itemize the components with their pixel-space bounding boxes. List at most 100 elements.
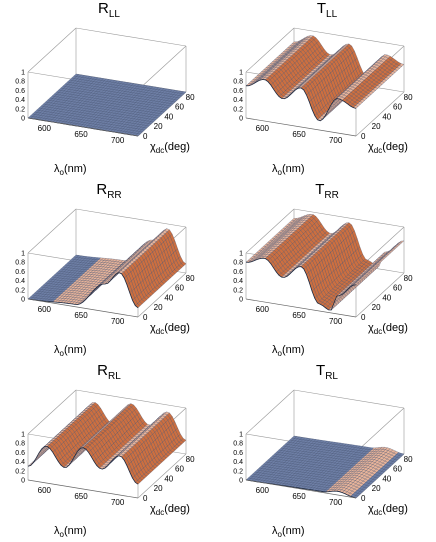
z-tick-label: 0: [21, 116, 25, 123]
panel-t-ll: TLL 1 0.8 0.6 0.4 0.2 0 600 650 700 0 20 40 60 80 λo(n…: [218, 0, 436, 180]
z-tick-label: 1: [21, 432, 25, 439]
y-tick-label: 80: [186, 93, 195, 102]
x-axis-symbol: λ: [54, 344, 60, 356]
x-tick-label: 700: [111, 136, 125, 145]
y-axis-label: χdc(deg): [150, 503, 190, 517]
z-tick-label: 0.4: [233, 97, 243, 104]
z-tick-label: 0.6: [15, 88, 25, 95]
axis-box-edge: [137, 272, 187, 318]
y-axis-unit: (deg): [382, 141, 408, 153]
surface-front-edge: [245, 79, 357, 122]
surface-front-edge: [27, 272, 139, 309]
y-axis-subscript: dc: [374, 327, 382, 336]
y-tick-label: 20: [372, 122, 381, 131]
y-axis-symbol: χ: [150, 141, 156, 153]
z-tick-label: 0: [21, 297, 25, 304]
y-tick-label: 20: [154, 303, 163, 312]
x-axis-label: λo(nm): [54, 163, 87, 177]
panel-r-ll: RLL 1 0.8 0.6 0.4 0.2 0 600 650 700 0 20 40 60 80 λo(n…: [0, 0, 218, 180]
x-tick-label: 600: [38, 305, 52, 314]
y-axis-subscript: dc: [156, 508, 164, 517]
axis-box-edge: [293, 389, 405, 409]
axis-box-edge: [75, 208, 187, 228]
z-tick-label: 0.2: [15, 106, 25, 113]
y-tick-label: 40: [164, 112, 173, 121]
panel-r-rr: RRR 1 0.8 0.6 0.4 0.2 0 600 650 700 0 20 40 60 80 λo(n…: [0, 181, 218, 361]
x-tick-label: 700: [329, 317, 343, 326]
panel-title: RLL: [98, 0, 120, 20]
y-axis-label: χdc(deg): [368, 141, 408, 155]
z-tick-label: 0.2: [15, 468, 25, 475]
axis-box-edge: [245, 298, 357, 318]
z-tick-label: 0.6: [15, 269, 25, 276]
axis-box-edge: [27, 389, 77, 435]
y-axis-symbol: χ: [368, 141, 374, 153]
z-tick-label: 0.2: [15, 287, 25, 294]
y-tick-label: 0: [143, 132, 148, 141]
x-tick-label: 600: [256, 305, 270, 314]
x-tick-label: 600: [38, 486, 52, 495]
z-tick-label: 0.8: [233, 260, 243, 267]
axis-box-edge: [245, 117, 357, 137]
y-tick-label: 0: [361, 313, 366, 322]
z-tick-label: 1: [21, 70, 25, 77]
y-tick-label: 80: [186, 455, 195, 464]
y-tick-label: 40: [164, 293, 173, 302]
z-tick-label: 0.4: [233, 278, 243, 285]
y-tick-label: 40: [164, 474, 173, 483]
x-axis-unit: (nm): [282, 163, 305, 175]
x-axis-symbol: λ: [272, 344, 278, 356]
y-tick-label: 60: [175, 103, 184, 112]
x-tick-label: 700: [111, 498, 125, 507]
x-axis-unit: (nm): [64, 525, 87, 537]
x-axis-subscript: o: [60, 349, 65, 358]
x-tick-label: 650: [292, 311, 306, 320]
z-tick-label: 0.2: [233, 287, 243, 294]
axis-box-edge: [75, 389, 187, 409]
z-tick-label: 0.8: [15, 79, 25, 86]
x-tick-label: 650: [74, 311, 88, 320]
axis-box-edge: [27, 117, 139, 137]
x-tick-label: 700: [111, 317, 125, 326]
y-tick-label: 20: [154, 122, 163, 131]
z-tick-label: 0.4: [15, 97, 25, 104]
surface-front-edge: [245, 257, 357, 311]
axis-box-edge: [293, 27, 405, 47]
y-axis-label: χdc(deg): [368, 322, 408, 336]
x-tick-label: 650: [74, 130, 88, 139]
axis-box-edge: [293, 208, 405, 228]
x-axis-unit: (nm): [282, 344, 305, 356]
axis-box-edge: [27, 298, 139, 318]
y-tick-label: 60: [393, 103, 402, 112]
x-tick-label: 650: [292, 130, 306, 139]
x-axis-symbol: λ: [54, 163, 60, 175]
x-axis-symbol: λ: [272, 163, 278, 175]
y-axis-unit: (deg): [164, 322, 190, 334]
z-tick-label: 0.8: [15, 441, 25, 448]
axis-box-edge: [137, 45, 187, 91]
y-tick-label: 60: [175, 284, 184, 293]
x-axis-label: λo(nm): [54, 344, 87, 358]
y-axis-unit: (deg): [164, 141, 190, 153]
y-tick-label: 40: [382, 293, 391, 302]
panel-t-rl: TRL 1 0.8 0.6 0.4 0.2 0 600 650 700 0 20 40 60 80 λo(n…: [218, 362, 436, 542]
z-tick-label: 0.6: [233, 269, 243, 276]
axis-box-edge: [27, 208, 77, 254]
y-tick-label: 0: [361, 132, 366, 141]
y-axis-label: χdc(deg): [150, 322, 190, 336]
panel-title: RRR: [96, 181, 122, 201]
z-tick-label: 0: [239, 116, 243, 123]
axis-box-edge: [245, 208, 295, 254]
z-tick-label: 1: [239, 70, 243, 77]
y-tick-label: 0: [143, 313, 148, 322]
z-tick-label: 0.8: [233, 79, 243, 86]
y-axis-symbol: χ: [150, 503, 156, 515]
x-axis-subscript: o: [278, 349, 283, 358]
axis-box-edge: [245, 389, 295, 435]
y-axis-symbol: χ: [150, 322, 156, 334]
x-tick-label: 600: [38, 124, 52, 133]
axis-box-edge: [355, 272, 405, 318]
x-axis-unit: (nm): [64, 344, 87, 356]
